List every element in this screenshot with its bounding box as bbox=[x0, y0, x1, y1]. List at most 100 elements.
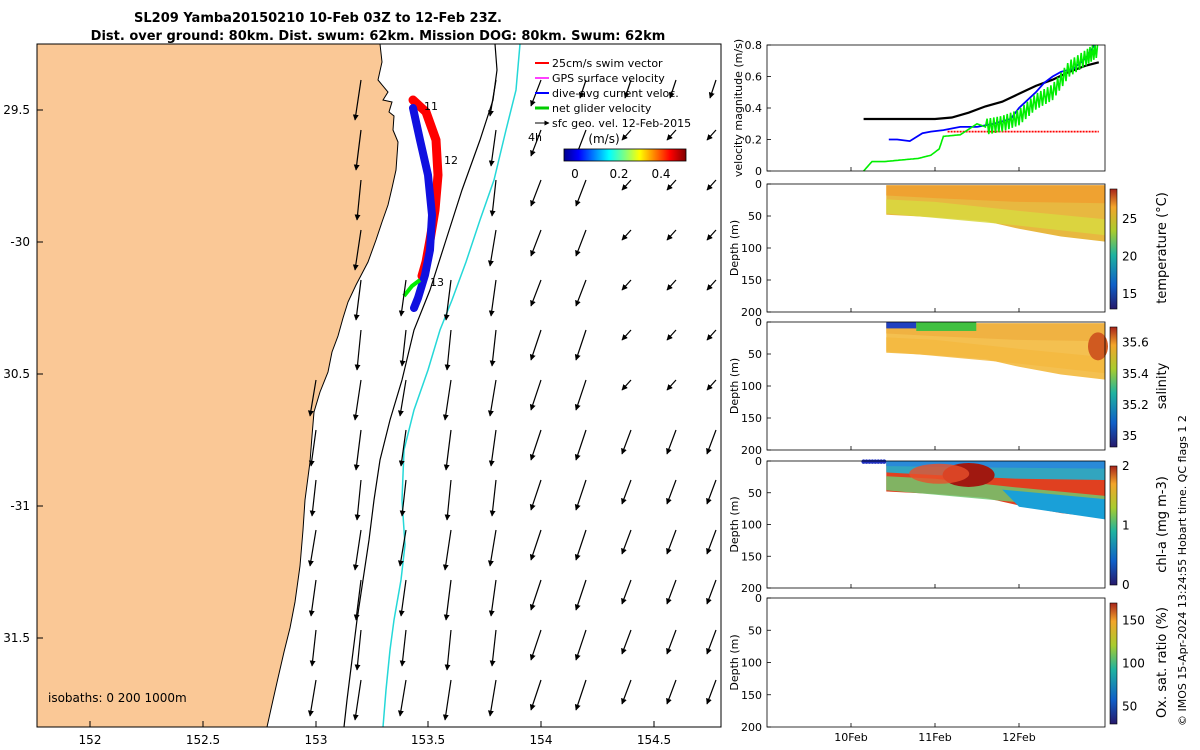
isobath-200m bbox=[382, 43, 521, 728]
current-vector bbox=[397, 379, 407, 417]
current-vector bbox=[530, 129, 542, 157]
current-vector bbox=[574, 329, 587, 361]
current-vector bbox=[666, 179, 677, 191]
current-vector bbox=[706, 679, 717, 705]
current-vector bbox=[487, 529, 497, 567]
current-vector bbox=[487, 379, 497, 417]
y-tick-label: 150 bbox=[741, 274, 762, 287]
current-vector bbox=[706, 229, 717, 241]
profile-fill-upper bbox=[886, 185, 1105, 204]
current-vector bbox=[354, 179, 362, 221]
current-vector bbox=[666, 529, 677, 555]
day-label-12: 12 bbox=[444, 154, 458, 167]
current-vector bbox=[706, 629, 717, 655]
lon-tick-label: 153 bbox=[305, 733, 328, 747]
current-vector bbox=[442, 379, 452, 421]
current-vector bbox=[399, 629, 407, 667]
y-tick-label: 50 bbox=[748, 624, 762, 637]
current-vector bbox=[666, 629, 677, 655]
current-vector bbox=[442, 679, 452, 721]
colorbar-tick-label: 35.2 bbox=[1122, 398, 1149, 412]
colorbar-label: temperature (°C) bbox=[1155, 192, 1170, 304]
day-label-13: 13 bbox=[430, 276, 444, 289]
current-vector bbox=[574, 429, 587, 461]
current-vector bbox=[621, 229, 632, 241]
y-tick-label: 150 bbox=[741, 550, 762, 563]
current-vector bbox=[352, 229, 362, 271]
current-vector bbox=[706, 379, 717, 391]
current-vector bbox=[354, 629, 362, 671]
current-vector bbox=[706, 179, 717, 191]
lon-tick-label: 154.5 bbox=[637, 733, 671, 747]
track-blue bbox=[409, 104, 437, 312]
current-vector bbox=[397, 529, 407, 567]
legend-item-1: GPS surface velocity bbox=[552, 72, 665, 85]
y-tick-label: 0.8 bbox=[745, 39, 763, 52]
legend-item-3: net glider velocity bbox=[552, 102, 652, 115]
lon-tick-label: 152 bbox=[79, 733, 102, 747]
profile-fill-mid bbox=[886, 337, 1105, 374]
colorbar-tick-label: 35.4 bbox=[1122, 367, 1149, 381]
current-vector bbox=[307, 529, 317, 567]
lon-tick-label: 154 bbox=[530, 733, 553, 747]
current-vector bbox=[309, 629, 317, 667]
mid-salinity-patch bbox=[916, 322, 977, 331]
legend-item-2: dive-avg current veloc. bbox=[552, 87, 679, 100]
current-vector bbox=[353, 279, 362, 321]
speed-colorbar: (m/s) 0 0.2 0.4 bbox=[563, 132, 687, 181]
current-vector bbox=[489, 629, 497, 667]
current-vector bbox=[706, 479, 717, 505]
current-vector bbox=[529, 329, 542, 361]
current-vector bbox=[443, 429, 452, 471]
vector-label: 4h bbox=[528, 131, 542, 144]
colorbar-label: Ox. sat. ratio (%) bbox=[1155, 607, 1170, 718]
current-vector bbox=[354, 479, 362, 521]
current-vector bbox=[706, 329, 717, 341]
y-tick-label: 0 bbox=[755, 165, 762, 178]
current-vector bbox=[666, 329, 677, 341]
current-vector bbox=[442, 529, 452, 571]
current-vector bbox=[621, 429, 632, 455]
current-vector bbox=[398, 429, 407, 467]
time-tick-label: 12Feb bbox=[1002, 731, 1035, 744]
glider-track bbox=[402, 95, 443, 312]
current-vector bbox=[706, 529, 717, 555]
current-vector bbox=[621, 379, 632, 391]
current-vector bbox=[307, 679, 317, 717]
y-tick-label: 50 bbox=[748, 348, 762, 361]
current-vector bbox=[706, 129, 717, 141]
speed-colorbar-gradient bbox=[563, 148, 687, 162]
colorbar-tick-label: 15 bbox=[1122, 287, 1137, 301]
current-vector bbox=[621, 629, 632, 655]
current-vector bbox=[575, 179, 587, 207]
colorbar-tick-label: 25 bbox=[1122, 212, 1137, 226]
current-vector bbox=[621, 179, 632, 191]
current-vector bbox=[529, 479, 542, 511]
panel-background bbox=[767, 45, 1105, 171]
current-vector bbox=[621, 129, 632, 141]
y-tick-label: 100 bbox=[741, 657, 762, 670]
current-vector bbox=[666, 579, 677, 605]
y-tick-label: 200 bbox=[741, 721, 762, 734]
current-vector bbox=[621, 279, 632, 291]
y-tick-label: 0.2 bbox=[745, 134, 763, 147]
colorbar-tick-label: 35.6 bbox=[1122, 336, 1149, 350]
current-vector bbox=[706, 279, 717, 291]
current-vector bbox=[706, 429, 717, 455]
colorbar-tick-label: 0 bbox=[1122, 578, 1130, 592]
isobath-1000m bbox=[343, 43, 498, 728]
current-vector bbox=[666, 379, 677, 391]
chl-high-patch bbox=[909, 463, 970, 484]
current-vector bbox=[488, 279, 497, 317]
series-line-3 bbox=[863, 44, 1099, 172]
current-vector bbox=[309, 479, 317, 517]
current-vector bbox=[574, 679, 587, 711]
panel-1: 0 50 100 150 200 Depth (m) 15 20 25 temperature (… bbox=[728, 178, 1170, 319]
current-vector bbox=[574, 379, 587, 411]
current-vector bbox=[397, 679, 407, 717]
current-vector bbox=[529, 629, 542, 661]
speed-colorbar-tick-0: 0 bbox=[571, 167, 579, 181]
